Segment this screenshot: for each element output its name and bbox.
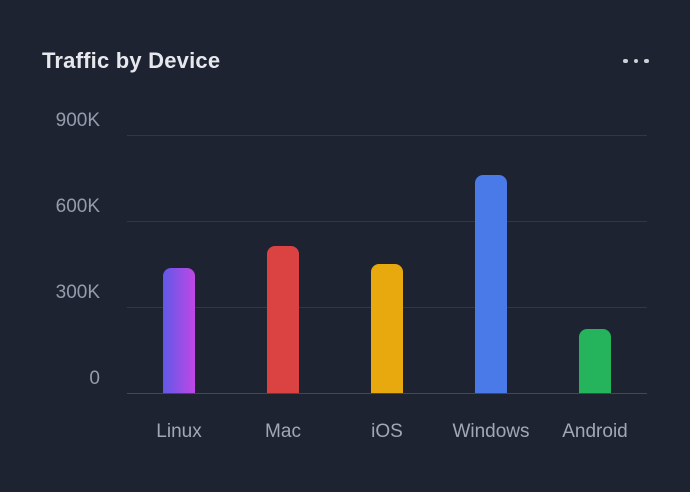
x-axis-label-mac: Mac: [265, 421, 301, 442]
x-axis-label-ios: iOS: [371, 421, 403, 442]
more-options-button[interactable]: [615, 49, 657, 73]
bar-ios[interactable]: [371, 264, 403, 393]
y-axis-tick-label: 300K: [55, 282, 100, 303]
gridline-0: [127, 393, 647, 394]
y-axis-tick-label: 600K: [55, 196, 100, 217]
bar-linux[interactable]: [163, 268, 195, 393]
x-axis-label-linux: Linux: [156, 421, 202, 442]
y-axis-tick-label: 900K: [55, 110, 100, 131]
ellipsis-icon: [644, 58, 649, 64]
x-axis-label-windows: Windows: [452, 421, 530, 442]
gridline-600k: [127, 221, 647, 222]
ellipsis-icon: [633, 58, 639, 64]
y-axis-tick-label: 0: [89, 368, 100, 389]
bar-mac[interactable]: [267, 246, 299, 393]
gridline-900k: [127, 135, 647, 136]
chart-title: Traffic by Device: [42, 48, 221, 73]
bar-chart-plot-area: 900K 600K 300K 0 Linux Mac iOS Windows Android: [56, 111, 647, 442]
x-axis-label-android: Android: [562, 421, 628, 442]
ellipsis-icon: [623, 58, 628, 64]
bar-android[interactable]: [579, 328, 611, 393]
bar-windows[interactable]: [475, 175, 507, 393]
